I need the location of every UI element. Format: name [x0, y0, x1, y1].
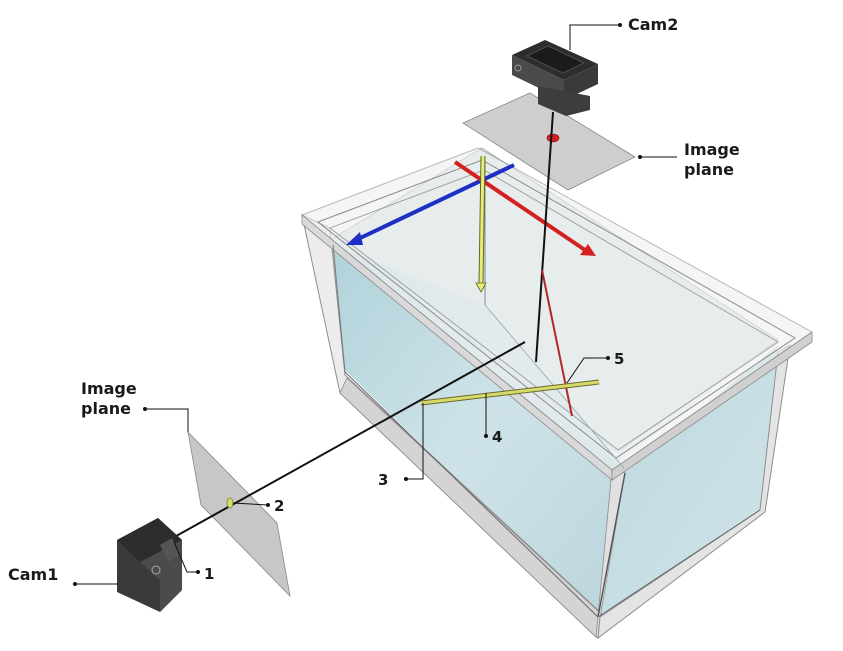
cam2-opening	[526, 45, 585, 74]
tank-rim-inner2	[329, 169, 779, 451]
image-plane-left	[187, 430, 291, 598]
label-cam1: Cam1	[8, 565, 58, 584]
leader-2	[232, 502, 269, 506]
tank-rim-side	[611, 331, 813, 481]
label-image-plane-left-line2: plane	[81, 399, 131, 418]
label-image-plane-top-line2: plane	[684, 160, 734, 179]
leader-3	[406, 403, 424, 480]
axis-y-arrow	[355, 163, 515, 242]
tank-water-right-face	[600, 345, 778, 617]
leader-1	[173, 541, 198, 573]
coordinate-axes	[346, 155, 596, 293]
tank-water-left-face	[333, 245, 624, 617]
image-plane-top	[462, 92, 636, 191]
label-image-plane-left-line1: Image	[81, 379, 137, 398]
tank-rim-inner	[316, 159, 796, 459]
axis-z-arrowhead	[475, 282, 487, 293]
label-1: 1	[204, 565, 214, 583]
tank-edge-bottom-right	[597, 509, 761, 618]
label-cam2: Cam2	[628, 15, 678, 34]
leaders	[75, 24, 677, 585]
axis-x-arrowhead	[580, 244, 596, 256]
label-2: 2	[274, 497, 284, 515]
leader-5	[566, 357, 608, 384]
label-image-plane-top-line1: Image	[684, 140, 740, 159]
cam1-lens	[151, 565, 161, 575]
axis-z-arrow-fill	[479, 155, 485, 285]
refracted-ray	[541, 269, 573, 417]
label-5: 5	[614, 350, 624, 368]
axis-x-arrow	[453, 160, 587, 252]
projection-point-left	[226, 497, 234, 509]
label-3: 3	[378, 471, 388, 489]
cam2-ray	[535, 111, 554, 363]
cam2-lens	[514, 64, 522, 72]
object-rod	[420, 380, 600, 405]
leader-cam2	[569, 24, 620, 50]
axis-y-arrowhead	[346, 232, 363, 245]
tank-edge-bottom-left	[344, 371, 599, 618]
projection-point-top	[546, 133, 560, 143]
cam1	[117, 518, 182, 612]
leader-image-plane-left	[145, 408, 189, 432]
label-4: 4	[492, 428, 502, 446]
tank-edge-left-inner	[332, 244, 346, 373]
leader-dots	[73, 23, 642, 586]
cam2-lens-body	[538, 86, 590, 116]
tank	[301, 147, 813, 640]
cam1-lens-housing	[160, 538, 180, 562]
tank-edge-front-corner	[597, 472, 626, 618]
cam2-right-face	[564, 64, 598, 100]
cam1-ray	[159, 341, 526, 546]
cam2	[512, 40, 598, 116]
cam1-top	[117, 518, 182, 562]
